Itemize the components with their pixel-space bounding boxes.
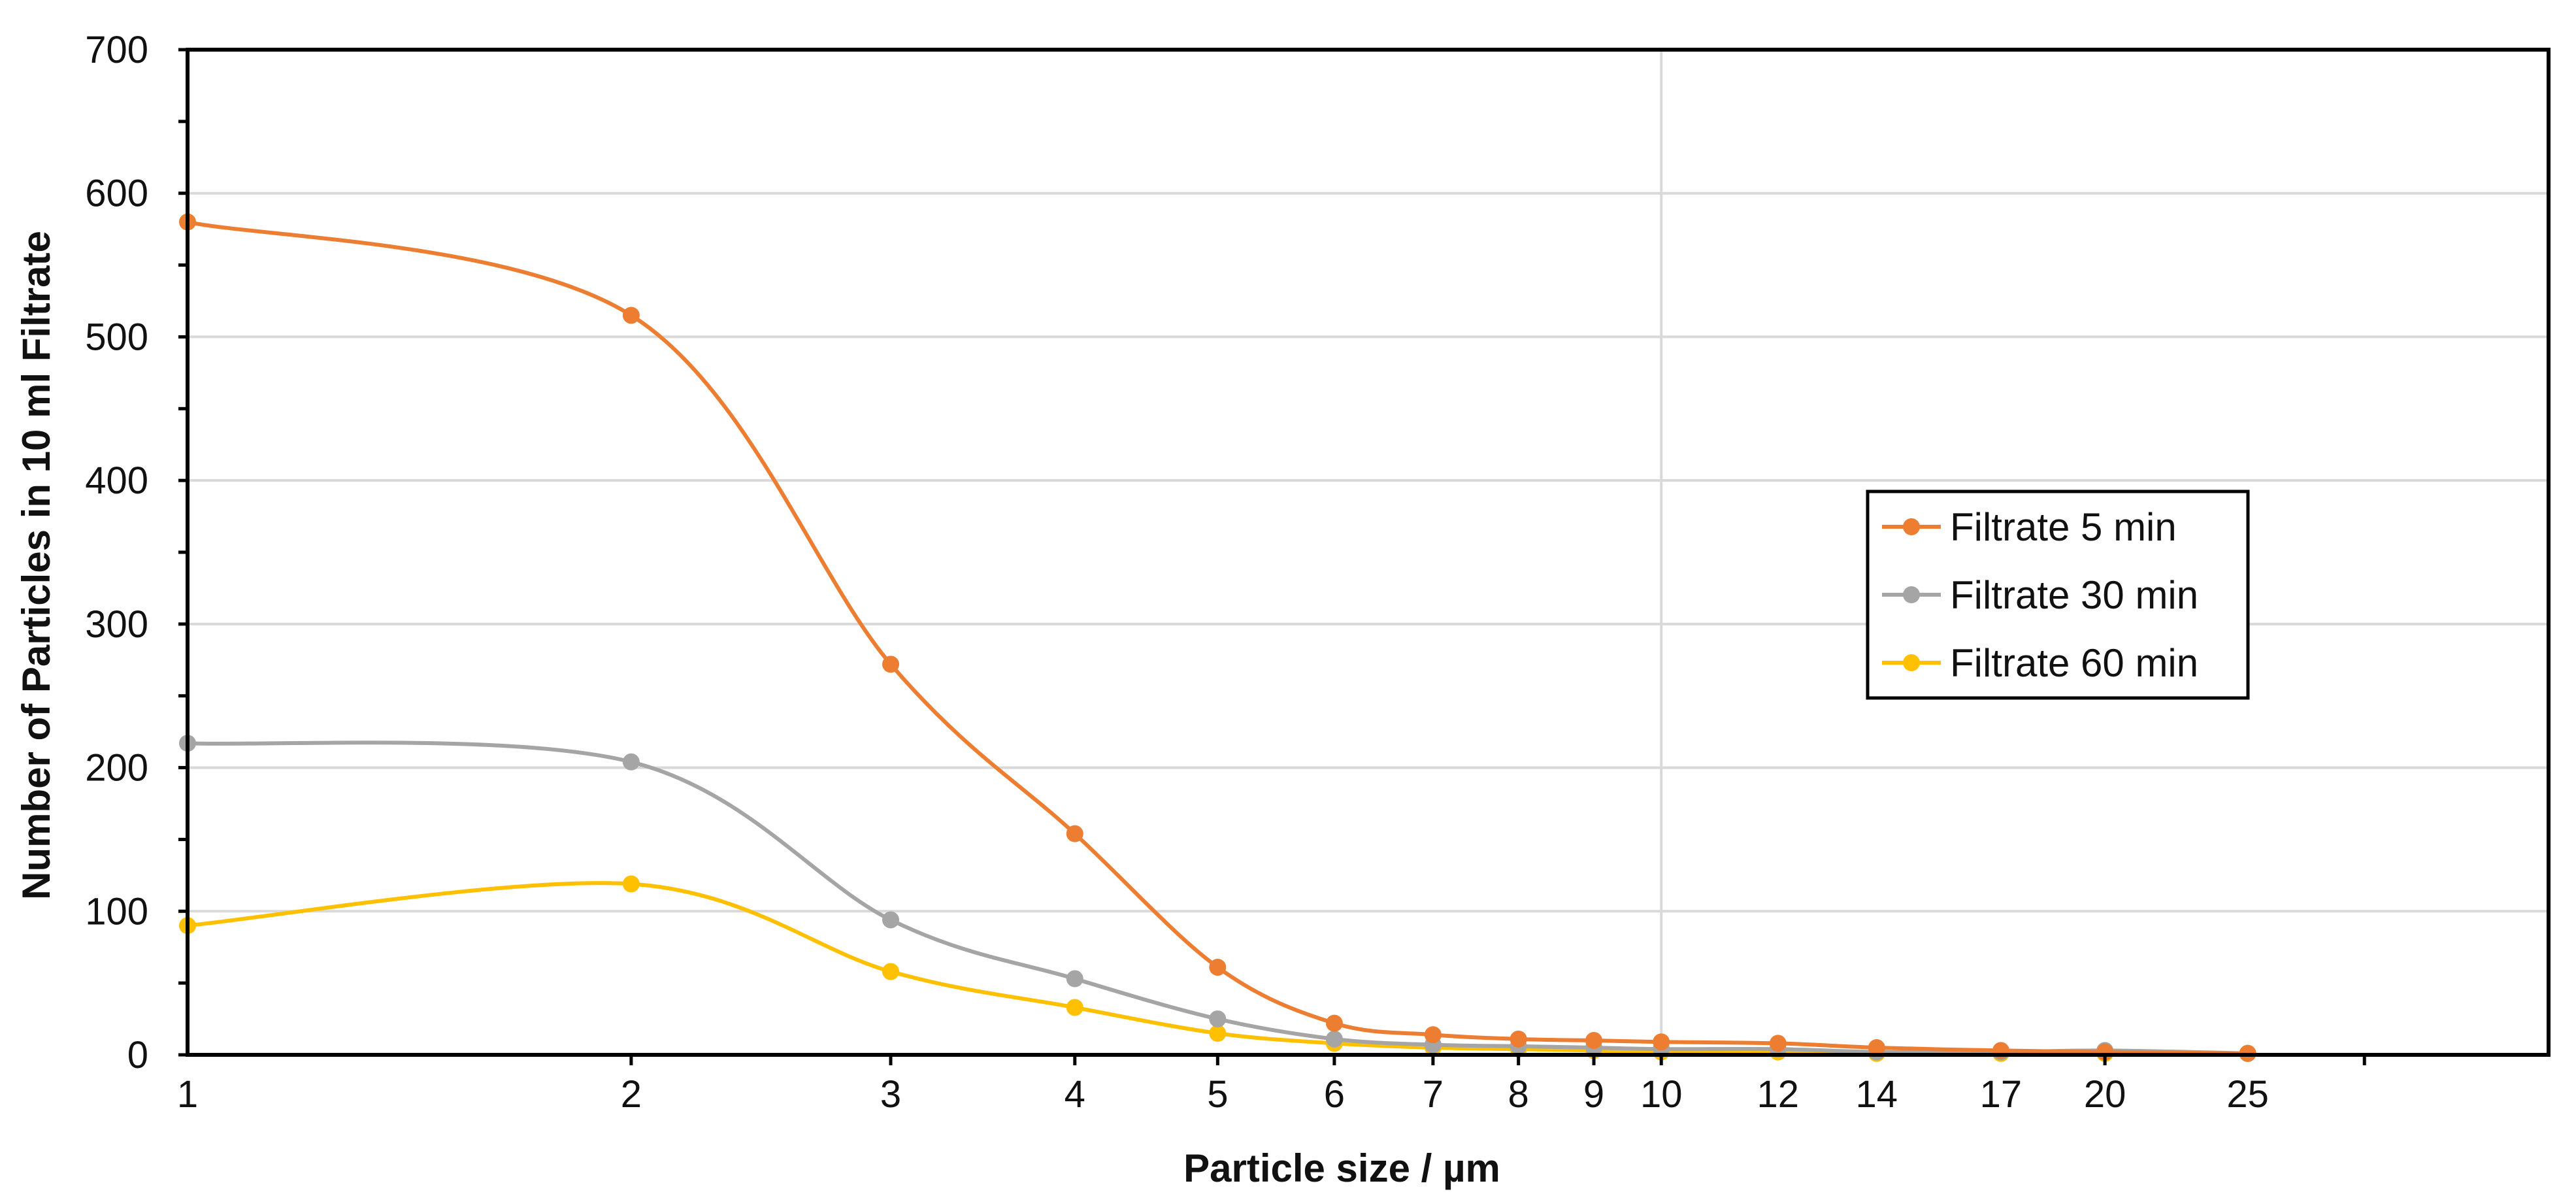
series-filtrate-30-min bbox=[179, 735, 2256, 1062]
data-point bbox=[1653, 1033, 1670, 1051]
series-line bbox=[187, 740, 2248, 1055]
series-line bbox=[187, 220, 2248, 1055]
data-point bbox=[1325, 1030, 1343, 1048]
legend-item: Filtrate 60 min bbox=[1882, 641, 2198, 685]
x-tick-label: 25 bbox=[2226, 1073, 2269, 1116]
x-tick-label: 12 bbox=[1757, 1073, 1800, 1116]
data-point bbox=[882, 911, 900, 929]
data-point bbox=[1424, 1026, 1442, 1044]
legend-marker bbox=[1903, 518, 1920, 535]
data-point bbox=[622, 307, 640, 324]
x-tick-label: 2 bbox=[621, 1073, 642, 1116]
x-tick-label: 3 bbox=[880, 1073, 901, 1116]
x-tick-label: 6 bbox=[1324, 1073, 1345, 1116]
y-tick-label: 0 bbox=[127, 1034, 148, 1076]
x-tick-label: 1 bbox=[177, 1073, 198, 1116]
data-point bbox=[1868, 1039, 1885, 1057]
y-tick-label: 200 bbox=[85, 747, 148, 789]
legend-item: Filtrate 30 min bbox=[1882, 573, 2198, 617]
data-point bbox=[1209, 1025, 1227, 1042]
data-point bbox=[1066, 825, 1083, 842]
x-tick-label: 5 bbox=[1207, 1073, 1228, 1116]
grid bbox=[188, 50, 2549, 1055]
data-point bbox=[1066, 999, 1083, 1016]
data-point bbox=[1510, 1030, 1527, 1048]
data-point bbox=[1585, 1032, 1603, 1050]
x-tick-label: 10 bbox=[1640, 1073, 1683, 1116]
x-tick-label: 8 bbox=[1508, 1073, 1529, 1116]
y-tick-label: 300 bbox=[85, 603, 148, 646]
x-tick-label: 17 bbox=[1980, 1073, 2023, 1116]
data-point bbox=[1209, 958, 1227, 976]
data-point bbox=[882, 656, 900, 673]
y-tick-label: 700 bbox=[85, 29, 148, 71]
data-point bbox=[1209, 1010, 1227, 1028]
data-point bbox=[622, 753, 640, 771]
legend-label: Filtrate 30 min bbox=[1950, 573, 2198, 617]
x-tick-label: 4 bbox=[1065, 1073, 1085, 1116]
legend-marker bbox=[1903, 654, 1920, 671]
data-point bbox=[1066, 970, 1083, 988]
data-point bbox=[1325, 1014, 1343, 1032]
x-tick-label: 14 bbox=[1856, 1073, 1898, 1116]
y-tick-label: 500 bbox=[85, 316, 148, 358]
x-tick-label: 9 bbox=[1583, 1073, 1604, 1116]
legend-label: Filtrate 60 min bbox=[1950, 641, 2198, 685]
x-axis-title: Particle size / µm bbox=[1183, 1146, 1500, 1190]
y-axis-title: Number of Particles in 10 ml Filtrate bbox=[14, 231, 58, 900]
legend: Filtrate 5 min Filtrate 30 min Filtrate 60… bbox=[1866, 490, 2250, 700]
x-tick-label: 7 bbox=[1423, 1073, 1444, 1116]
legend-label: Filtrate 5 min bbox=[1950, 505, 2177, 549]
x-tick-label: 20 bbox=[2084, 1073, 2126, 1116]
data-point bbox=[622, 875, 640, 893]
y-tick-label: 600 bbox=[85, 173, 148, 215]
y-tick-label: 100 bbox=[85, 890, 148, 933]
y-tick-label: 400 bbox=[85, 459, 148, 502]
data-point bbox=[882, 963, 900, 980]
legend-item: Filtrate 5 min bbox=[1882, 505, 2177, 549]
data-point bbox=[1769, 1035, 1787, 1052]
legend-marker bbox=[1903, 586, 1920, 603]
